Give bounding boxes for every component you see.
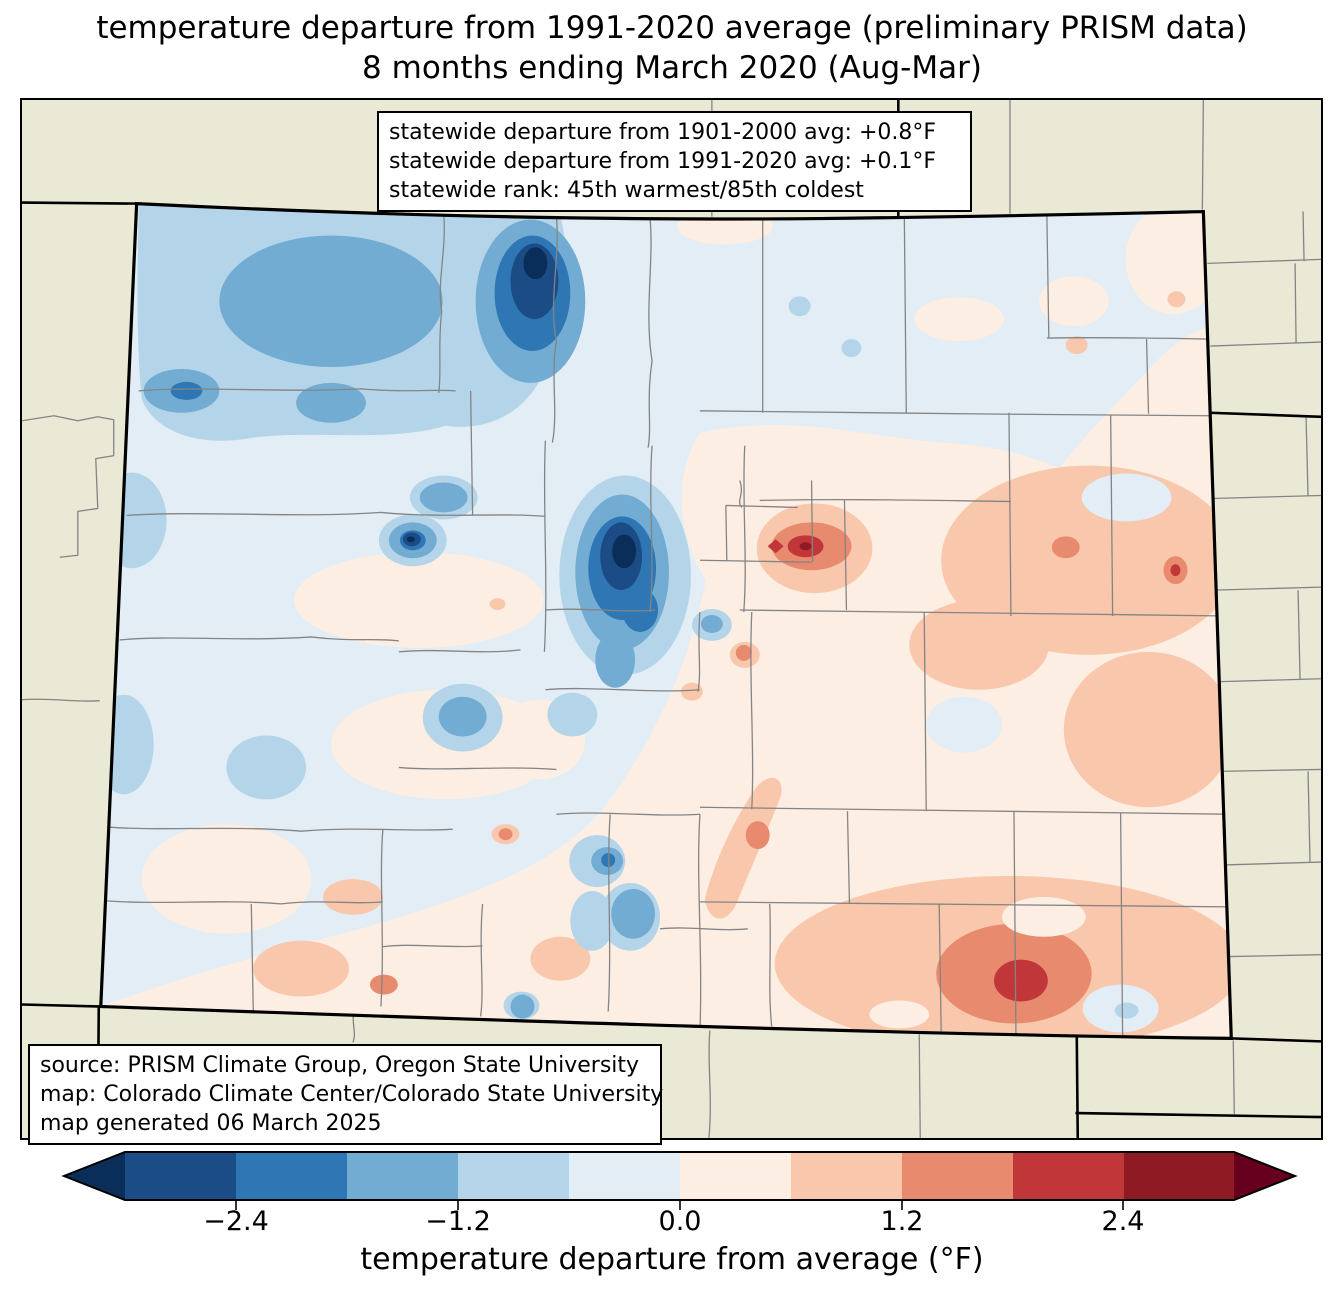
stats-line-2: statewide departure from 1991-2020 avg: … bbox=[389, 149, 937, 174]
title-line-1: temperature departure from 1991-2020 ave… bbox=[96, 10, 1248, 46]
colorado-county-lines bbox=[106, 212, 1232, 1038]
figure-title: temperature departure from 1991-2020 ave… bbox=[0, 8, 1344, 88]
colorbar bbox=[61, 1151, 1298, 1210]
map-axes bbox=[20, 98, 1323, 1140]
source-line-2: map: Colorado Climate Center/Colorado St… bbox=[40, 1082, 664, 1107]
title-line-2: 8 months ending March 2020 (Aug-Mar) bbox=[362, 50, 982, 86]
contour-fills bbox=[100, 203, 1232, 1039]
colorbar-segments bbox=[125, 1152, 1234, 1200]
colorbar-tick-label: −1.2 bbox=[425, 1206, 491, 1237]
statewide-stats-box: statewide departure from 1901-2000 avg: … bbox=[377, 111, 972, 212]
source-line-1: source: PRISM Climate Group, Oregon Stat… bbox=[40, 1053, 640, 1078]
colorbar-tick-label: 1.2 bbox=[880, 1206, 924, 1237]
colorbar-tick-label: 2.4 bbox=[1101, 1206, 1145, 1237]
source-line-3: map generated 06 March 2025 bbox=[40, 1111, 382, 1136]
colorado-temperature-map bbox=[22, 100, 1321, 1138]
colorbar-tick-label: −2.4 bbox=[203, 1206, 269, 1237]
stats-line-1: statewide departure from 1901-2000 avg: … bbox=[389, 120, 937, 145]
colorbar-tick-label: 0.0 bbox=[658, 1206, 702, 1237]
source-attribution-box: source: PRISM Climate Group, Oregon Stat… bbox=[28, 1044, 664, 1145]
stats-line-3: statewide rank: 45th warmest/85th coldes… bbox=[389, 178, 864, 203]
colorado-state-border bbox=[99, 201, 1233, 1040]
colorbar-under-arrow bbox=[64, 1152, 125, 1200]
colorbar-outline bbox=[61, 1151, 1298, 1201]
colorbar-axis-label: temperature departure from average (°F) bbox=[360, 1242, 984, 1277]
colorbar-over-arrow bbox=[1234, 1152, 1295, 1200]
colorbar-ticks bbox=[235, 1200, 1124, 1210]
